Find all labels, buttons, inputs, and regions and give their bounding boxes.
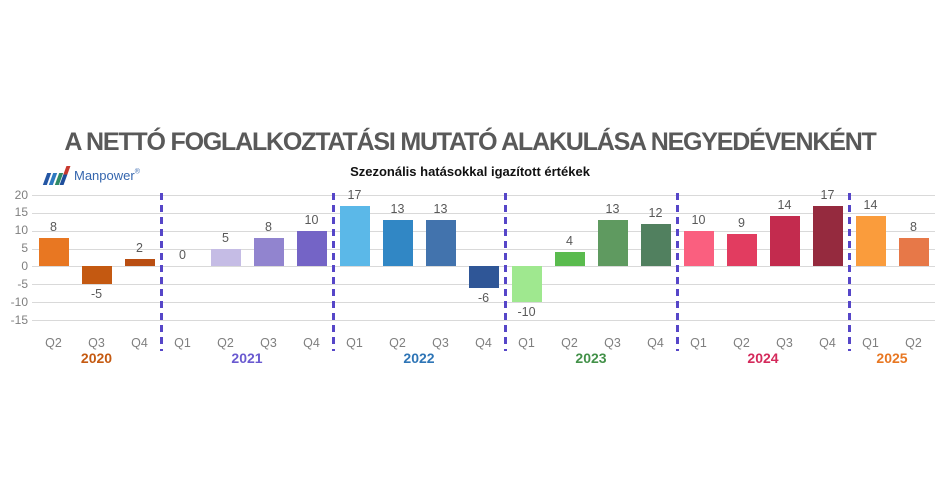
y-axis-tick-label: -5 [17,276,28,291]
bar [253,237,284,267]
year-separator [675,193,679,351]
quarter-label: Q3 [432,336,449,350]
quarter-label: Q2 [733,336,750,350]
manpower-logo: Manpower® [42,165,140,185]
quarter-label: Q4 [819,336,836,350]
bar [683,230,714,267]
bar-value-label: -6 [477,290,490,305]
bar [855,216,886,267]
y-axis-tick-label: -10 [10,294,28,309]
gridline [32,302,935,304]
gridline [32,248,935,250]
quarter-label: Q2 [45,336,62,350]
bar [511,266,542,303]
quarter-label: Q2 [561,336,578,350]
bar [296,230,327,267]
quarter-label: Q3 [776,336,793,350]
quarter-label: Q4 [131,336,148,350]
bar [898,237,929,267]
year-label: 2025 [876,350,908,366]
quarter-label: Q3 [604,336,621,350]
quarter-label: Q1 [862,336,879,350]
quarter-label: Q2 [905,336,922,350]
y-axis-tick-label: -15 [10,312,28,327]
bar-value-label: 13 [390,202,405,216]
year-separator [847,193,851,351]
quarter-label: Q3 [88,336,105,350]
bar [81,266,112,285]
quarter-label: Q3 [260,336,277,350]
bar-value-label: -10 [517,305,536,320]
year-label: 2020 [80,350,113,366]
bar-value-label: 8 [265,219,272,234]
bar-value-label: -5 [90,287,103,302]
gridline [32,230,935,232]
bar [597,220,628,267]
quarter-label: Q4 [303,336,320,350]
quarter-label: Q2 [389,336,406,350]
chart-subtitle: Szezonális hatásokkal igazított értékek [350,164,590,179]
bar [640,223,671,267]
bar-value-label: 4 [566,234,573,249]
bar-value-label: 10 [691,212,706,227]
bar [554,252,585,267]
chart-title: A NETTÓ FOGLALKOZTATÁSI MUTATÓ ALAKULÁSA… [64,128,876,156]
quarter-label: Q4 [475,336,492,350]
bar [769,216,800,267]
quarter-label: Q2 [217,336,234,350]
y-axis-tick-label: 15 [14,205,28,220]
bar [124,259,155,267]
bar [425,220,456,267]
y-axis-tick-label: 0 [21,258,28,273]
bar-value-label: 17 [347,187,362,202]
y-axis-tick-label: 5 [21,241,28,256]
bar-value-label: 9 [738,216,745,231]
bar-value-label: 10 [304,212,319,227]
bar [382,220,413,267]
quarter-label: Q1 [346,336,363,350]
registered-mark: ® [134,168,140,176]
bar [210,248,241,267]
quarter-label: Q1 [174,336,191,350]
year-separator [331,193,335,351]
y-axis-tick-label: 20 [14,187,28,202]
bar-value-label: 8 [50,219,57,234]
bar-value-label: 13 [605,202,620,216]
bar-value-label: 17 [820,187,835,202]
gridline [32,320,935,321]
year-label: 2023 [575,350,607,366]
gridline [32,212,935,214]
year-separator [159,193,163,351]
bar-value-label: 8 [910,219,917,234]
quarter-label: Q1 [518,336,535,350]
quarter-label: Q1 [690,336,707,350]
year-label: 2022 [403,350,435,366]
bar [812,205,843,267]
bar-value-label: 14 [863,198,878,213]
bar [726,234,757,267]
bar-value-label: 0 [179,248,186,263]
gridline [32,195,935,196]
bar [38,237,69,267]
year-label: 2024 [747,350,779,366]
bar [339,205,370,267]
bar [468,266,499,288]
y-axis-tick-label: 10 [14,223,28,238]
bar-value-label: 2 [136,241,143,256]
quarter-label: Q4 [647,336,664,350]
year-separator [503,193,507,351]
bar-value-label: 13 [433,202,448,216]
bar-value-label: 12 [648,205,663,220]
manpower-logo-wordmark: Manpower® [74,168,140,183]
bar-value-label: 5 [222,230,229,245]
year-label: 2021 [231,350,263,366]
bar-value-label: 14 [777,198,792,213]
